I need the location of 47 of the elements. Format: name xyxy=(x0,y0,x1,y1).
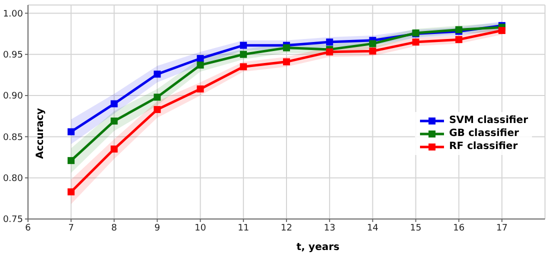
y-axis-title: Accuracy xyxy=(34,108,46,159)
x-tick-label: 13 xyxy=(324,223,336,234)
x-tick-label: 11 xyxy=(238,223,250,234)
point xyxy=(369,40,376,48)
y-tick-label: 0.80 xyxy=(2,174,24,184)
point xyxy=(68,128,75,136)
x-tick-label: 7 xyxy=(68,223,74,234)
point xyxy=(240,42,247,49)
point xyxy=(68,157,75,164)
x-tick-label: 14 xyxy=(366,223,379,234)
x-tick-label: 12 xyxy=(280,223,292,234)
x-tick-label: 9 xyxy=(154,223,160,234)
point xyxy=(154,70,161,78)
legend-label: SVM classifier xyxy=(449,114,528,127)
point xyxy=(283,44,290,52)
point xyxy=(68,188,75,196)
point xyxy=(326,48,334,56)
point xyxy=(240,63,247,70)
x-tick-label: 8 xyxy=(111,223,118,234)
point xyxy=(369,48,376,55)
point xyxy=(196,62,204,69)
x-tick-label: 10 xyxy=(194,223,206,234)
x-axis-title: t, years xyxy=(296,242,340,253)
y-tick-label: 1.00 xyxy=(2,9,24,20)
x-tick-label: 15 xyxy=(410,223,422,234)
y-tick-label: 0.95 xyxy=(2,50,23,61)
point xyxy=(326,38,334,46)
point xyxy=(240,50,247,58)
point xyxy=(283,58,290,66)
legend-label: GB classifier xyxy=(449,127,519,140)
point xyxy=(498,27,506,34)
x-tick-label: 16 xyxy=(453,223,465,234)
point xyxy=(110,146,118,153)
point xyxy=(154,94,161,101)
x-tick-label: 17 xyxy=(496,223,508,234)
y-tick-label: 0.85 xyxy=(2,132,23,143)
point xyxy=(455,36,462,44)
point xyxy=(412,38,420,46)
y-tick-label: 0.75 xyxy=(2,215,23,226)
point xyxy=(154,106,161,114)
x-tick-label: 6 xyxy=(25,223,32,234)
legend-label: RF classifier xyxy=(449,140,518,153)
y-tick-label: 0.90 xyxy=(2,92,24,102)
point xyxy=(196,85,204,92)
point xyxy=(110,118,118,125)
point xyxy=(110,100,118,108)
point xyxy=(196,55,204,62)
